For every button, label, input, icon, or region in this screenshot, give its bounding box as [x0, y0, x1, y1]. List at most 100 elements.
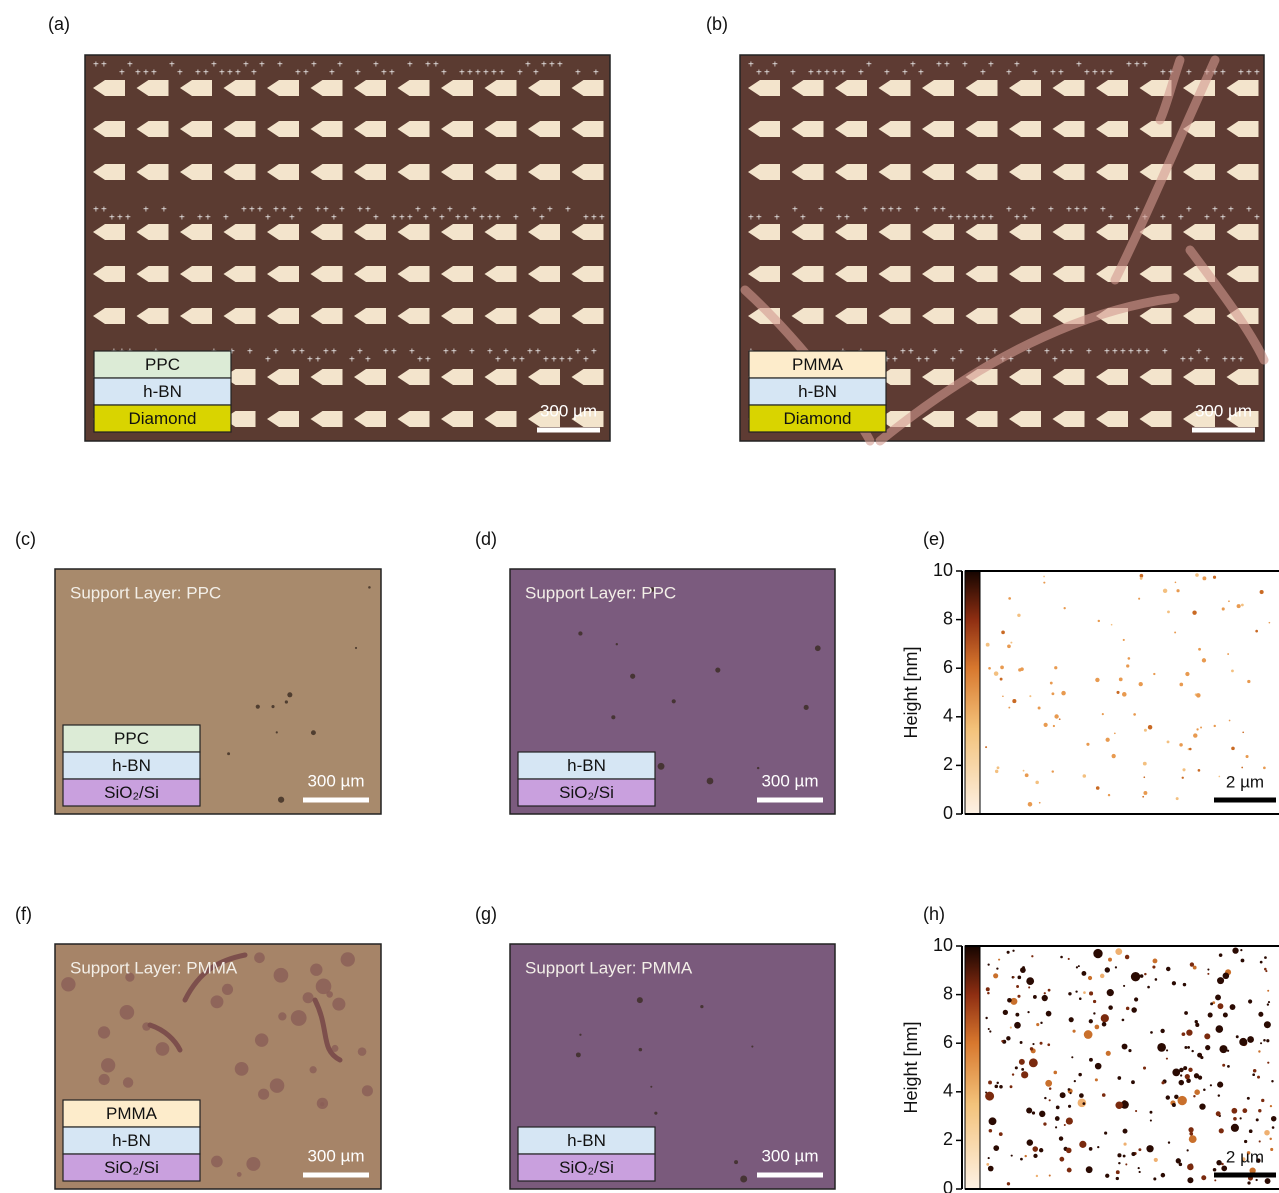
afm-particle [1033, 995, 1037, 999]
alignment-mark: + [1246, 68, 1252, 79]
alignment-mark: + [203, 68, 209, 79]
alignment-mark: + [547, 205, 553, 216]
afm-particle [1008, 707, 1010, 709]
afm-particle [1147, 986, 1150, 989]
afm-particle [1264, 956, 1267, 959]
support-layer-label: Support Layer: PMMA [525, 958, 693, 977]
afm-particle [1267, 990, 1269, 992]
alignment-mark: + [1134, 205, 1140, 216]
alignment-mark: + [1084, 68, 1090, 79]
alignment-mark: + [337, 60, 343, 71]
debris [101, 1058, 115, 1072]
afm-particle [1193, 733, 1197, 737]
afm-particle [1017, 976, 1021, 980]
alignment-mark: + [593, 68, 599, 79]
alignment-mark: + [1204, 355, 1210, 366]
alignment-mark: + [249, 205, 255, 216]
alignment-mark: + [357, 347, 363, 358]
alignment-mark: + [756, 213, 762, 224]
alignment-mark: + [1030, 205, 1036, 216]
afm-particle [1102, 713, 1104, 715]
y-tick-label: 10 [933, 560, 953, 580]
afm-particle [1044, 1097, 1046, 1099]
afm-particle [1143, 762, 1147, 766]
alignment-mark: + [944, 60, 950, 71]
afm-particle [1269, 622, 1271, 624]
afm-particle [1219, 1045, 1227, 1053]
alignment-mark: + [988, 213, 994, 224]
alignment-mark: + [475, 68, 481, 79]
afm-particle [1144, 729, 1147, 732]
afm-particle [1000, 678, 1003, 681]
scale-bar-label: 300 µm [761, 1146, 818, 1165]
alignment-mark: + [918, 68, 924, 79]
alignment-mark: + [1222, 355, 1228, 366]
alignment-mark: + [1238, 355, 1244, 366]
alignment-mark: + [980, 68, 986, 79]
afm-particle [1066, 1148, 1072, 1154]
afm-particle [1060, 956, 1063, 959]
afm-particle [1175, 582, 1177, 584]
stack-layer-label: PMMA [792, 355, 844, 374]
afm-particle [1115, 966, 1117, 968]
panel-label: (e) [923, 529, 945, 549]
debris [578, 631, 582, 635]
alignment-mark: + [900, 347, 906, 358]
debris [368, 586, 371, 589]
alignment-mark: + [1180, 355, 1186, 366]
y-tick-label: 10 [933, 935, 953, 955]
alignment-mark: + [1086, 347, 1092, 358]
alignment-mark: + [495, 355, 501, 366]
afm-particle [1264, 968, 1267, 971]
afm-particle [989, 1129, 993, 1133]
afm-particle [1020, 1041, 1023, 1044]
alignment-mark: + [517, 68, 523, 79]
afm-particle [1095, 1063, 1102, 1070]
afm-particle [1088, 976, 1092, 980]
afm-particle [1015, 1066, 1018, 1069]
afm-particle [1217, 1082, 1223, 1088]
afm-particle [1036, 1175, 1038, 1177]
afm-particle [1216, 1025, 1224, 1033]
debris [362, 1085, 373, 1096]
afm-particle [1082, 1102, 1085, 1105]
afm-particle [1150, 1031, 1153, 1034]
afm-particle [1123, 639, 1125, 641]
scale-bar-label: 300 µm [761, 771, 818, 790]
afm-particle [1068, 958, 1070, 960]
afm-particle [1100, 974, 1104, 978]
panel-label: (a) [48, 14, 70, 34]
alignment-mark: + [1162, 347, 1168, 358]
alignment-mark: + [1022, 213, 1028, 224]
alignment-mark: + [541, 60, 547, 71]
afm-particle [1185, 1074, 1190, 1079]
afm-particle [1012, 699, 1016, 703]
afm-particle [1010, 1085, 1013, 1088]
afm-particle [1264, 1130, 1270, 1136]
alignment-mark: + [423, 213, 429, 224]
debris [639, 1048, 643, 1052]
alignment-mark: + [844, 213, 850, 224]
alignment-mark: + [407, 213, 413, 224]
afm-particle [1032, 1146, 1038, 1152]
afm-particle [1031, 955, 1033, 957]
afm-particle [1187, 1177, 1193, 1183]
afm-particle [1189, 1132, 1193, 1136]
alignment-mark: + [1006, 68, 1012, 79]
debris [341, 952, 355, 966]
afm-particle [1258, 1109, 1261, 1112]
afm-particle [1140, 974, 1144, 978]
debris [303, 992, 314, 1003]
afm-particle [1240, 949, 1242, 951]
afm-particle [1247, 680, 1250, 683]
afm-particle [1193, 1095, 1195, 1097]
alignment-mark: + [1058, 68, 1064, 79]
alignment-mark: + [1050, 68, 1056, 79]
alignment-mark: + [1126, 213, 1132, 224]
alignment-mark: + [549, 60, 555, 71]
alignment-mark: + [247, 347, 253, 358]
afm-particle [1131, 1080, 1135, 1084]
alignment-mark: + [1144, 347, 1150, 358]
alignment-mark: + [1082, 205, 1088, 216]
afm-particle [1153, 959, 1158, 964]
